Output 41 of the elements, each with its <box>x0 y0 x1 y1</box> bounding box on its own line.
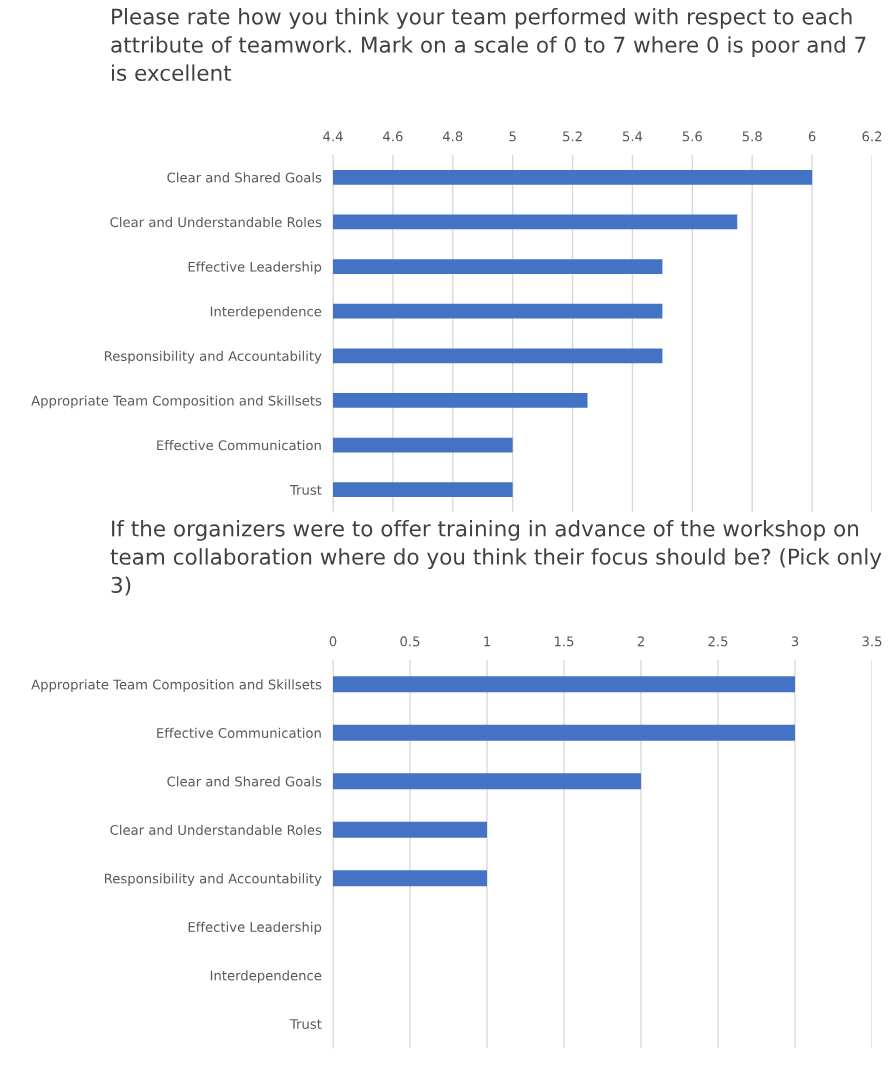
x-tick-label: 1.5 <box>554 636 574 647</box>
y-tick-label: Appropriate Team Composition and Skillsets <box>31 395 322 409</box>
y-tick-label: Interdependence <box>210 970 322 984</box>
x-tick-label: 5.2 <box>563 131 582 142</box>
x-tick-label: 0 <box>329 636 337 647</box>
x-tick-label: 0.5 <box>400 636 420 647</box>
x-tick-label: 2 <box>637 636 644 647</box>
x-tick-label: 5.8 <box>742 131 762 142</box>
y-tick-label: Responsibility and Accountability <box>104 873 322 887</box>
x-tick-label: 5 <box>509 131 516 142</box>
x-tick-label: 2.5 <box>708 636 728 647</box>
x-tick-label: 6 <box>808 131 816 142</box>
x-tick-label: 6.2 <box>862 131 882 142</box>
y-tick-label: Clear and Understandable Roles <box>110 824 322 835</box>
x-tick-label: 4.8 <box>442 131 463 142</box>
y-tick-label: Effective Leadership <box>188 261 322 275</box>
y-tick-label: Clear and Understandable Roles <box>110 216 322 228</box>
bar <box>333 870 487 887</box>
x-tick-label: 1 <box>484 636 490 647</box>
y-tick-label: Effective Communication <box>157 727 321 738</box>
bar <box>333 724 795 741</box>
bar <box>333 821 487 838</box>
chart-title: Please rate how you think your team performed with respect to each attribute of teamwork. Mark on a scale of 0 to 7 where 0 is poor and 7 is excellent <box>111 8 866 82</box>
x-tick-label: 3 <box>791 636 799 647</box>
y-tick-label: Trust <box>289 1019 322 1029</box>
chart-title: If the organizers were to offer training in advance of the workshop on team collaboration where do you think their focus should be? (Pick only 3) <box>110 520 882 596</box>
x-tick-label: 5.6 <box>682 131 702 142</box>
x-tick-label: 4.6 <box>383 131 403 142</box>
y-tick-label: Appropriate Team Composition and Skillsets <box>31 679 322 693</box>
y-tick-label: Responsibility and Accountability <box>104 350 322 364</box>
x-tick-label: 3.5 <box>862 636 882 647</box>
y-tick-label: Effective Communication <box>157 440 321 451</box>
y-tick-label: Effective Leadership <box>188 921 322 935</box>
bar <box>333 676 795 693</box>
y-tick-label: Clear and Shared Goals <box>167 172 322 183</box>
x-tick-label: 5.4 <box>622 131 643 142</box>
bar <box>333 773 641 790</box>
y-tick-label: Clear and Shared Goals <box>167 776 322 787</box>
y-tick-label: Trust <box>289 485 322 495</box>
y-tick-label: Interdependence <box>210 306 322 319</box>
x-tick-label: 4.4 <box>323 131 343 142</box>
